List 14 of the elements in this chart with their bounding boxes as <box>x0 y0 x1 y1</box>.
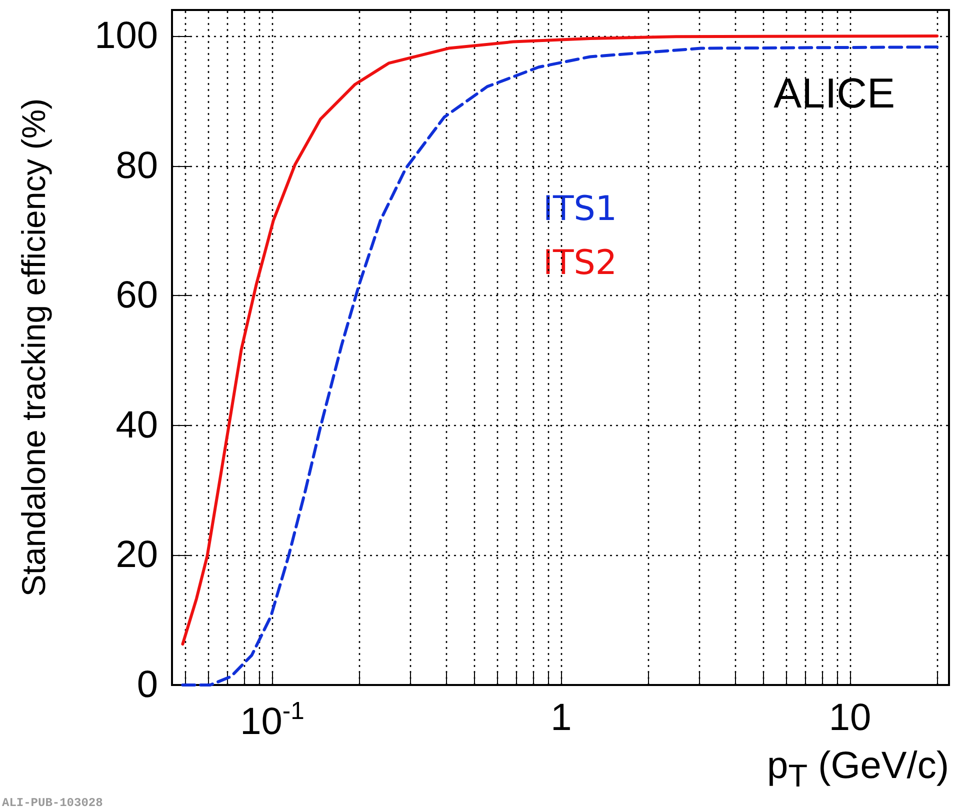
y-tick-label: 40 <box>116 404 158 446</box>
annotation: ALICE <box>774 70 896 116</box>
text: ITS1 <box>543 189 618 229</box>
x-axis-title: p$_{T}$ (GeV/c) <box>767 744 949 796</box>
y-tick-label: 100 <box>94 14 158 57</box>
y-tick-label: 80 <box>116 144 158 187</box>
text: ALI-PUB-103028 <box>2 796 103 810</box>
x-tick-label: 10 <box>828 697 872 739</box>
y-tick-label: 20 <box>116 534 158 576</box>
x-tick-label: 1 <box>550 697 572 739</box>
y-tick-label: 60 <box>116 274 158 317</box>
y-tick-label: 0 <box>136 664 158 706</box>
y-axis-title: Standalone tracking efficiency (%) <box>15 98 52 597</box>
text: ITS2 <box>543 243 618 283</box>
